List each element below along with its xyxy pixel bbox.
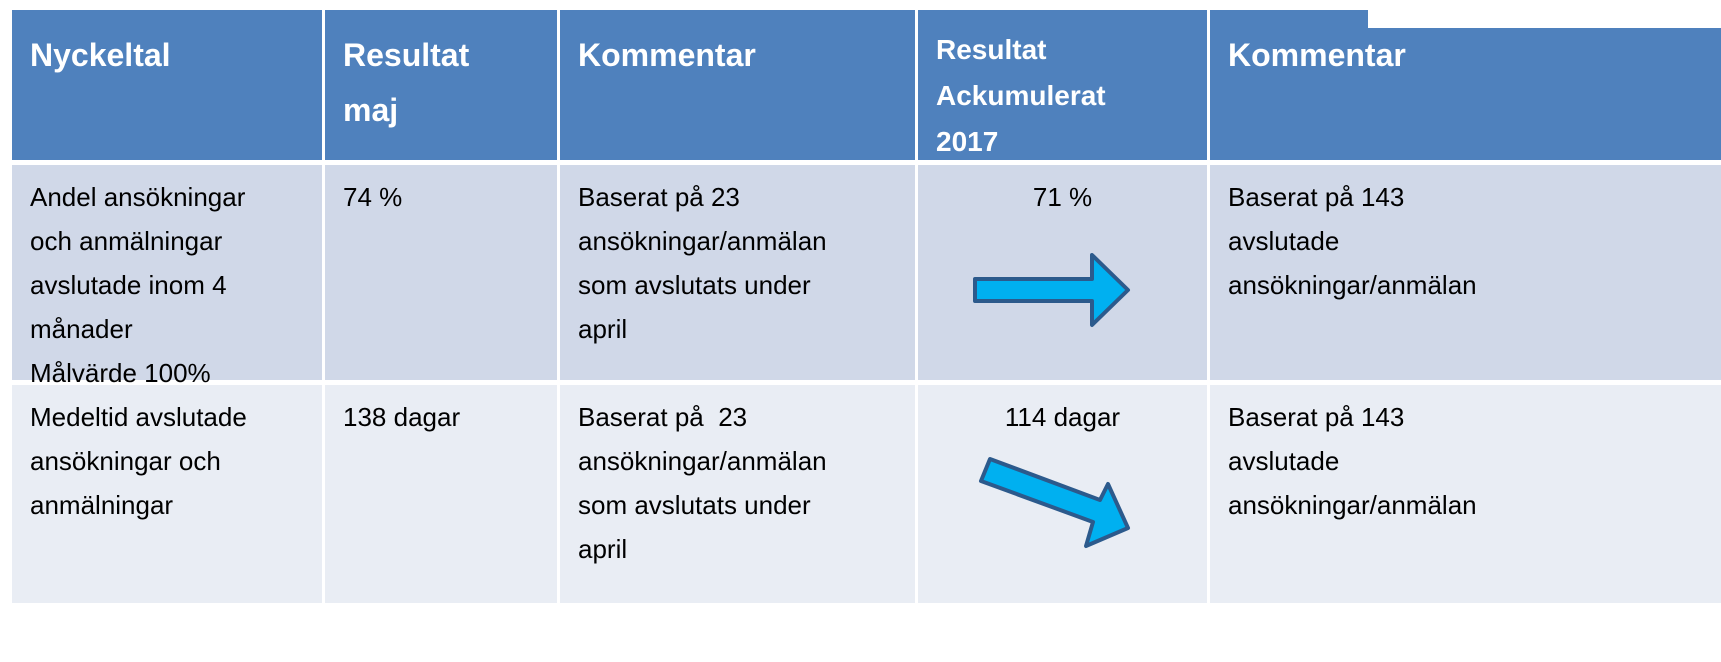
cell-text: 71 % <box>1032 182 1093 212</box>
body-cell: Andel ansökningar och anmälningar avslutad… <box>12 165 322 388</box>
cell-text: avslutade inom 4 <box>30 270 227 300</box>
cell-text: Andel ansökningar <box>30 182 246 212</box>
header-cell: Kommentar <box>1210 10 1721 160</box>
cell-text: månader <box>30 314 133 344</box>
header-cell: Resultat Ackumulerat 2017 <box>918 10 1207 160</box>
cell-text: Baserat på 23 <box>578 402 748 432</box>
cell-text: Nyckeltal <box>30 37 171 73</box>
body-cell: Baserat på 143 avslutade ansökningar/anmäl… <box>1210 165 1721 380</box>
body-cell: 138 dagar <box>325 385 557 603</box>
cell-text: avslutade <box>1228 226 1340 256</box>
cell-text: Baserat på 23 <box>578 182 740 212</box>
body-cell: Baserat på 143 avslutade ansökningar/anmäl… <box>1210 385 1721 603</box>
cell-text: ansökningar och <box>30 446 221 476</box>
cell-text: Ackumulerat <box>936 80 1106 111</box>
cell-text: april <box>578 314 628 344</box>
cell-text: som avslutats under <box>578 490 811 520</box>
arrow-down-right <box>979 457 1130 548</box>
cell-text: ansökningar/anmälan <box>578 226 827 256</box>
cell-text: anmälningar <box>30 490 174 520</box>
corner-box <box>1368 0 1721 28</box>
cell-text: Resultat <box>343 37 470 73</box>
cell-text: 138 dagar <box>343 402 461 432</box>
cell-text: Resultat <box>936 34 1047 65</box>
cell-text: 74 % <box>343 182 403 212</box>
cell-text: Målvärde 100% <box>30 358 211 388</box>
cell-text: 2017 <box>936 126 999 157</box>
cell-text: maj <box>343 92 399 128</box>
cell-text: ansökningar/anmälan <box>578 446 827 476</box>
cell-text: och anmälningar <box>30 226 223 256</box>
cell-text: 114 dagar <box>1004 402 1121 432</box>
arrow-right <box>973 253 1130 327</box>
cell-text: Baserat på 143 <box>1228 182 1405 212</box>
header-cell: Kommentar <box>560 10 915 160</box>
header-cell: Nyckeltal <box>12 10 322 160</box>
body-cell: Baserat på 23 ansökningar/anmälan som avsl… <box>560 165 915 380</box>
body-cell: Medeltid avslutade ansökningar och anmälni… <box>12 385 322 603</box>
cell-text: Kommentar <box>1228 37 1406 73</box>
body-cell: 71 % <box>918 165 1207 380</box>
cell-text: som avslutats under <box>578 270 811 300</box>
cell-text: Medeltid avslutade <box>30 402 247 432</box>
body-cell: 74 % <box>325 165 557 380</box>
cell-text: april <box>578 534 628 564</box>
cell-text: Baserat på 143 <box>1228 402 1405 432</box>
header-cell: Resultat maj <box>325 10 557 160</box>
cell-text: ansökningar/anmälan <box>1228 270 1477 300</box>
cell-text: ansökningar/anmälan <box>1228 490 1477 520</box>
cell-text: avslutade <box>1228 446 1340 476</box>
body-cell: Baserat på 23 ansökningar/anmälan som avsl… <box>560 385 915 603</box>
cell-text: Kommentar <box>578 37 756 73</box>
